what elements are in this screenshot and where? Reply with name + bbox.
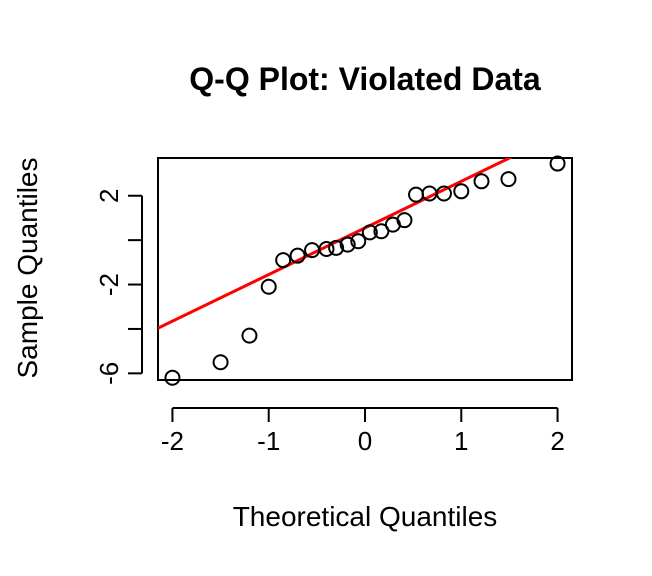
data-point: [275, 252, 292, 269]
data-point: [361, 224, 378, 241]
data-point: [212, 354, 229, 371]
x-tick-label: 1: [454, 426, 468, 456]
data-point: [435, 185, 452, 202]
data-point: [396, 212, 413, 229]
data-points: [164, 155, 566, 386]
x-tick-label: 0: [358, 426, 372, 456]
x-axis: -2 -1 0 1 2: [161, 407, 565, 456]
x-tick-label: 2: [550, 426, 564, 456]
y-axis-label: Sample Quantiles: [12, 157, 43, 378]
data-point: [473, 173, 490, 190]
data-point: [164, 369, 181, 386]
data-point: [339, 236, 356, 253]
data-point: [500, 171, 517, 188]
y-axis: -6 -2 2: [94, 189, 143, 385]
data-point: [373, 223, 390, 240]
data-point: [408, 186, 425, 203]
y-tick-label: 2: [94, 189, 124, 203]
x-axis-label: Theoretical Quantiles: [233, 501, 498, 532]
data-point: [289, 247, 306, 264]
data-point: [260, 278, 277, 295]
x-tick-label: -2: [161, 426, 184, 456]
data-point: [328, 239, 345, 256]
plot-frame: [157, 157, 573, 381]
x-tick-label: -1: [257, 426, 280, 456]
y-tick-label: -6: [94, 362, 124, 385]
data-point: [549, 155, 566, 172]
data-point: [241, 327, 258, 344]
y-tick-label: -2: [94, 273, 124, 296]
data-point: [350, 233, 367, 250]
chart-title: Q-Q Plot: Violated Data: [189, 61, 541, 97]
data-point: [318, 241, 335, 258]
data-point: [453, 183, 470, 200]
